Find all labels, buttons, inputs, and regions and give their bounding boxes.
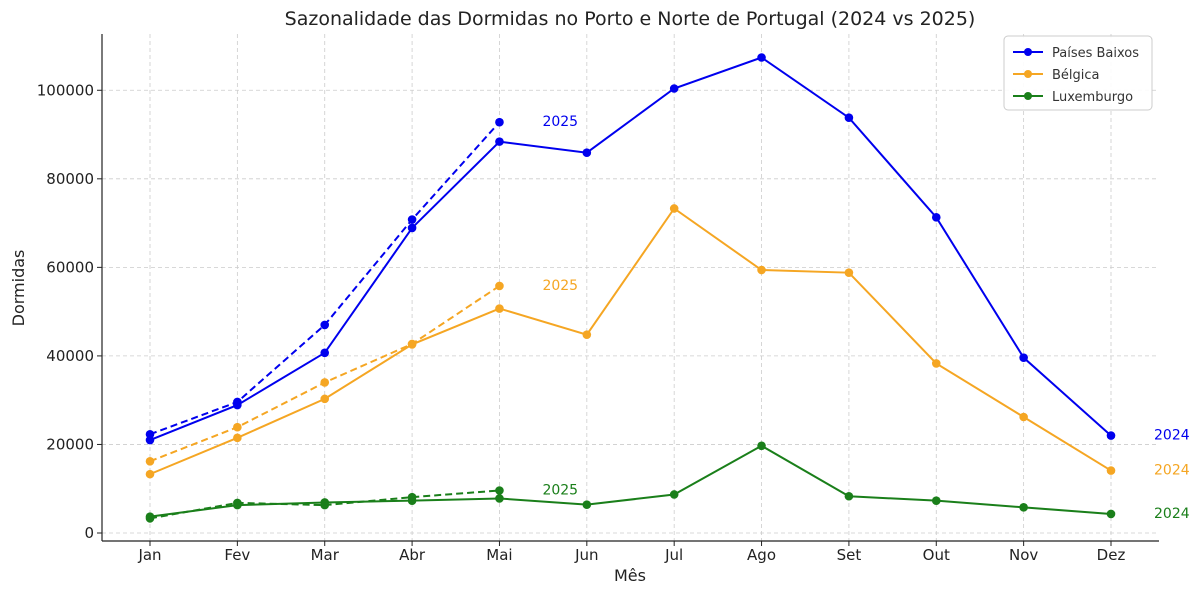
- x-tick-label: Ago: [747, 546, 776, 564]
- data-point-2025: [495, 486, 504, 495]
- data-point-2024: [931, 496, 941, 505]
- series-line-2024: [149, 207, 1112, 476]
- data-point-2024: [1106, 509, 1116, 519]
- data-point-2025: [407, 492, 417, 502]
- legend-label: Bélgica: [1052, 68, 1100, 83]
- x-tick-label: Jul: [664, 546, 683, 564]
- data-point-2024: [320, 394, 330, 404]
- x-axis-label: Mês: [614, 566, 646, 585]
- y-axis-label: Dormidas: [9, 250, 28, 327]
- data-point-2024: [844, 113, 854, 123]
- annotation-2025-label: 2025: [542, 482, 578, 498]
- grid-layer: [102, 34, 1159, 541]
- data-point-2025: [495, 117, 504, 127]
- x-tick-label: Dez: [1097, 546, 1126, 564]
- x-tick-label: Mai: [486, 546, 512, 564]
- series-line-2024: [149, 444, 1112, 518]
- legend-label: Países Baixos: [1052, 46, 1139, 61]
- data-point-2025: [233, 422, 242, 432]
- data-point-2024: [582, 148, 592, 157]
- x-tick-label: Mar: [311, 546, 340, 564]
- annotations-layer: 2025 2024 2025 2024 2025 2024: [542, 114, 1189, 522]
- data-point-2025: [145, 456, 155, 466]
- y-tick-label: 0: [84, 524, 94, 542]
- y-tick-label: 60000: [46, 258, 94, 276]
- annotation-2024-label: 2024: [1154, 428, 1190, 444]
- data-point-2024: [757, 441, 766, 451]
- data-point-2024: [1106, 466, 1116, 475]
- data-point-2024: [233, 433, 242, 443]
- data-point-2024: [582, 330, 592, 339]
- data-point-2024: [757, 53, 766, 62]
- data-point-2024: [320, 348, 330, 358]
- data-point-2025: [320, 320, 330, 330]
- x-tick-label: Out: [923, 546, 950, 564]
- annotation-2025-label: 2025: [542, 278, 578, 294]
- legend: Países Baixos Bélgica Luxemburgo: [1003, 35, 1153, 111]
- ticks-layer: Jan Fev Mar Abr Mai Jun Jul Ago Set Out Nov Dez 0 200…: [37, 81, 1126, 564]
- data-point-2024: [145, 469, 155, 479]
- data-point-2024: [931, 213, 941, 222]
- data-point-2025: [145, 514, 155, 523]
- series-line-2024: [149, 56, 1112, 441]
- legend-marker: [1024, 70, 1032, 78]
- y-tick-label: 40000: [46, 347, 94, 365]
- data-point-2024: [757, 265, 766, 275]
- legend-marker: [1024, 48, 1032, 56]
- x-tick-label: Jun: [574, 546, 598, 564]
- data-point-2025: [407, 339, 417, 349]
- data-point-2025: [495, 281, 504, 291]
- legend-frame: [1003, 35, 1153, 111]
- y-tick-label: 20000: [46, 435, 94, 453]
- data-point-2025: [407, 215, 417, 224]
- legend-label: Luxemburgo: [1052, 90, 1133, 105]
- axes-layer: [101, 34, 1159, 542]
- data-point-2025: [233, 498, 242, 508]
- legend-marker: [1024, 92, 1032, 100]
- data-point-2024: [669, 490, 679, 499]
- y-tick-label: 80000: [46, 170, 94, 188]
- chart-title: Sazonalidade das Dormidas no Porto e Nor…: [285, 8, 976, 30]
- data-point-2025: [233, 397, 242, 407]
- annotation-2024-label: 2024: [1154, 463, 1190, 479]
- y-tick-label: 100000: [37, 81, 94, 99]
- x-tick-label: Abr: [399, 546, 426, 564]
- data-point-2024: [1019, 503, 1028, 512]
- data-point-2024: [1019, 353, 1028, 362]
- data-point-2024: [1019, 412, 1028, 422]
- x-tick-label: Jan: [137, 546, 161, 564]
- data-point-2024: [495, 304, 504, 313]
- data-point-2024: [931, 359, 941, 368]
- data-point-2025: [145, 429, 155, 439]
- data-point-2024: [669, 84, 679, 93]
- annotation-2025-label: 2025: [542, 114, 578, 130]
- data-point-2024: [844, 491, 854, 501]
- annotation-2024-label: 2024: [1154, 506, 1190, 522]
- data-point-2025: [320, 500, 330, 510]
- data-point-2024: [669, 204, 679, 213]
- data-point-2025: [320, 378, 330, 387]
- lines-layer: [145, 53, 1116, 523]
- x-tick-label: Fev: [224, 546, 250, 564]
- data-point-2024: [582, 500, 592, 509]
- data-point-2024: [407, 223, 417, 233]
- data-point-2024: [495, 137, 504, 146]
- data-point-2024: [844, 268, 854, 277]
- data-point-2024: [1106, 431, 1116, 440]
- x-tick-label: Nov: [1009, 546, 1038, 564]
- x-tick-label: Set: [837, 546, 862, 564]
- data-point-2024: [495, 494, 504, 503]
